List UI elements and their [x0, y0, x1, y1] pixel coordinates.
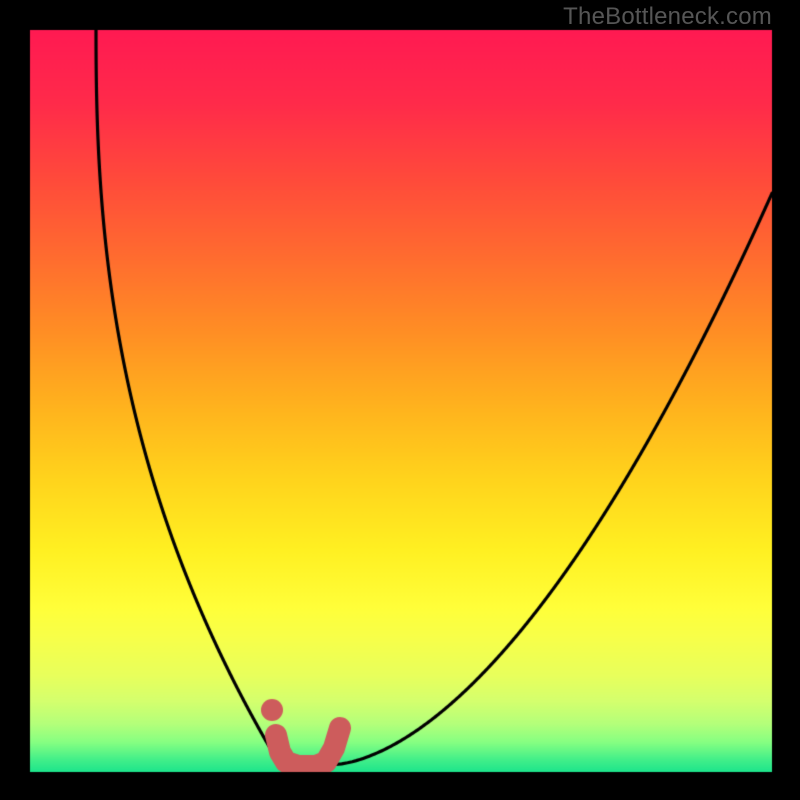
bottleneck-curve-chart — [0, 0, 800, 800]
watermark-text: TheBottleneck.com — [563, 3, 772, 31]
chart-stage: TheBottleneck.com — [0, 0, 800, 800]
